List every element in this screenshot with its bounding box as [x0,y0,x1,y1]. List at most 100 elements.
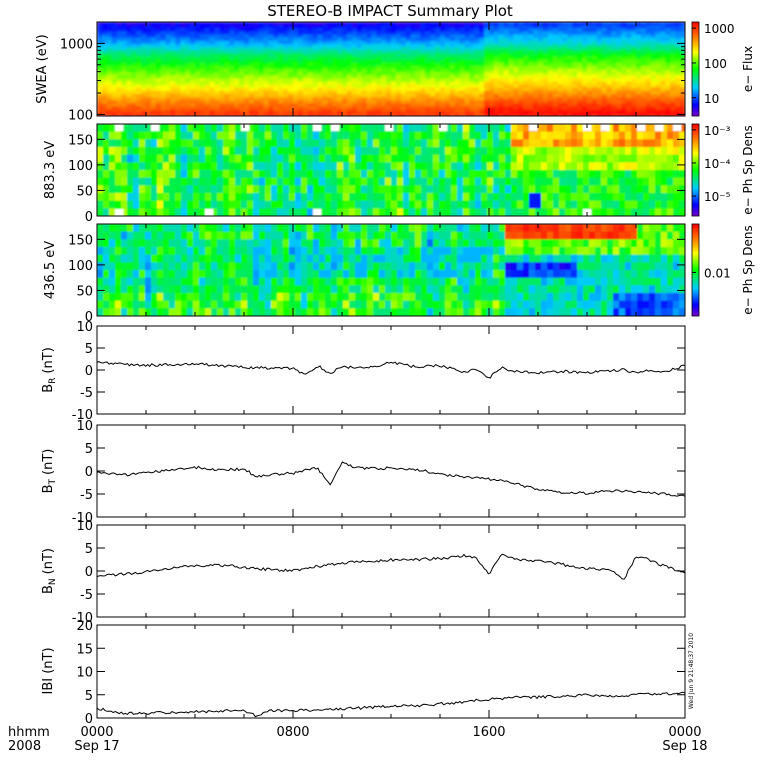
pad-cell [607,139,614,147]
pad-cell [337,201,344,209]
pad-cell [541,178,548,186]
pad-cell [313,147,320,155]
pad-cell [505,139,512,147]
pad-cell [463,208,470,216]
pad-cell [283,132,290,140]
pad-cell [643,170,650,178]
pad-cell [199,162,206,170]
pad-cell [427,208,434,216]
pad-cell [151,193,158,201]
pad-cell [577,147,584,155]
pad-cell [583,132,590,140]
pad-cell [133,224,140,232]
pad-cell [451,170,458,178]
pad-cell [307,185,314,193]
pad-cell [283,178,290,186]
pad-cell [505,124,512,132]
pad-cell [379,155,386,163]
pad-cell [373,155,380,163]
pad-cell [109,301,116,309]
pad-gap [313,124,321,131]
pad-cell [439,193,446,201]
pad-cell [181,139,188,147]
pad-cell [109,285,116,293]
pad-cell [121,162,128,170]
pad-cell [289,147,296,155]
pad-cell [451,132,458,140]
pad-cell [103,293,110,301]
pad-cell [589,147,596,155]
pad-cell [127,247,134,255]
pad-cell [109,155,116,163]
pad-cell [301,155,308,163]
pad-cell [613,162,620,170]
pad-cell [163,124,170,132]
swea-ytick-label: 1000 [60,37,93,52]
pad-cell [403,139,410,147]
pad-cell [643,201,650,209]
pad-cell [97,147,104,155]
pad-gap [313,209,321,216]
pad-cell [163,278,170,286]
pad-cell [307,170,314,178]
pad-cell [583,147,590,155]
pad-cell [619,155,626,163]
pad-cell [649,147,656,155]
pad-cell [649,132,656,140]
pad-cell [517,170,524,178]
pad-cell [667,208,674,216]
pad-cell [283,147,290,155]
pad-cell [325,132,332,140]
pad-cell [175,124,182,132]
pad-cell [571,132,578,140]
pad-cell [463,124,470,132]
pad-cell [613,124,620,132]
pad-cell [217,170,224,178]
pad-cell [523,132,530,140]
pad-cell [649,201,656,209]
pad-cell [187,132,194,140]
pad-cell [601,132,608,140]
pad-cell [463,193,470,201]
pad-cell [109,124,116,132]
pad-cell [271,147,278,155]
pad-cell [271,193,278,201]
pad-cell [445,170,452,178]
pad-cell [163,239,170,247]
pad-cell [475,201,482,209]
pad-cell [235,178,242,186]
pad-cell [373,124,380,132]
pad-cell [205,139,212,147]
pad-cell [115,301,122,309]
pad-cell [349,147,356,155]
pad-cell [397,201,404,209]
pad-cell [139,270,146,278]
pad-cell [169,239,176,247]
pad-cell [265,162,272,170]
pad-cell [595,170,602,178]
pad-cell [313,155,320,163]
pad-cell [469,185,476,193]
pad-cell [355,155,362,163]
pad-cell [163,139,170,147]
pad-cell [523,185,530,193]
pad-cell [445,147,452,155]
pad-cell [421,139,428,147]
pad-cell [325,208,332,216]
pad-cell [643,185,650,193]
pad-cell [253,162,260,170]
pad-cell [589,170,596,178]
pad-cell [265,139,272,147]
pad-cell [157,201,164,209]
pad-cell [535,139,542,147]
pad-cell [553,193,560,201]
pad-cell [133,201,140,209]
pad-cell [139,139,146,147]
pad-cell [469,208,476,216]
pad-cell [223,124,230,132]
pad-cell [541,208,548,216]
pad-cell [457,147,464,155]
pad-cell [307,208,314,216]
pad-cell [523,124,530,132]
pad-cell [667,170,674,178]
